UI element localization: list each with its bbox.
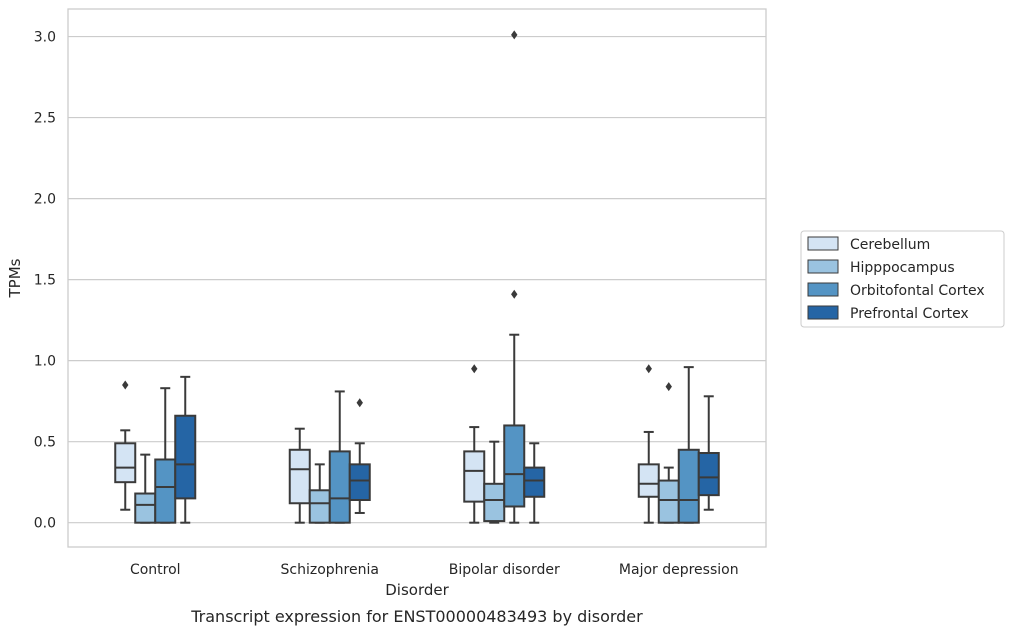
legend-swatch [807,236,839,251]
legend-label: Orbitofontal Cortex [850,283,985,299]
outlier-point [356,398,363,408]
box [463,450,486,503]
box [697,452,720,497]
box [677,448,700,524]
outlier-point [122,380,129,390]
legend-swatch [807,282,839,297]
outlier-point [511,30,518,40]
x-tick-label: Schizophrenia [281,562,379,578]
y-tick-label: 1.0 [34,354,56,370]
y-axis-label: TPMs [6,258,24,298]
x-tick-label: Bipolar disorder [449,562,560,578]
box-group [114,375,197,524]
outlier-point [471,364,478,374]
outlier-point [511,289,518,299]
legend-frame [800,230,1005,328]
x-tick-label: Major depression [619,562,739,578]
y-tick-label: 0.5 [34,435,56,451]
box [308,489,331,524]
box [174,414,197,500]
y-tick-label: 2.5 [34,111,56,127]
x-axis-label: Disorder [385,581,449,599]
box [328,450,351,524]
legend-swatch [807,259,839,274]
box [154,458,177,524]
legend-label: Hipppocampus [850,260,955,276]
box [483,482,506,523]
box [503,424,526,508]
outlier-point [645,364,652,374]
legend: Cerebellum Hipppocampus Orbitofontal Corte… [800,230,1005,328]
y-tick-label: 3.0 [34,30,56,46]
box-groups [114,30,720,524]
legend-label: Cerebellum [850,237,930,253]
figure-caption: Transcript expression for ENST0000048349… [190,607,643,626]
box [523,466,546,498]
x-axis: Control Schizophrenia Bipolar disorder Majo… [130,562,739,578]
gridlines [68,35,766,524]
y-tick-label: 0.0 [34,516,56,532]
x-tick-label: Control [130,562,181,578]
legend-item: Prefrontal Cortex [807,305,969,322]
y-tick-label: 1.5 [34,273,56,289]
box-group [637,364,720,524]
legend-label: Prefrontal Cortex [850,306,969,322]
y-tick-label: 2.0 [34,192,56,208]
box [134,492,157,524]
plot-frame [67,8,767,548]
box [288,448,311,505]
box-group [463,30,546,524]
legend-swatch [807,305,839,320]
box [637,463,660,498]
box [348,463,371,502]
legend-item: Cerebellum [807,236,930,253]
box [114,442,137,484]
box-group [288,390,371,524]
outlier-point [665,382,672,392]
box [657,479,680,524]
y-axis: 0.0 0.5 1.0 1.5 2.0 2.5 3.0 [34,30,56,532]
legend-item: Orbitofontal Cortex [807,282,985,299]
legend-item: Hipppocampus [807,259,955,276]
